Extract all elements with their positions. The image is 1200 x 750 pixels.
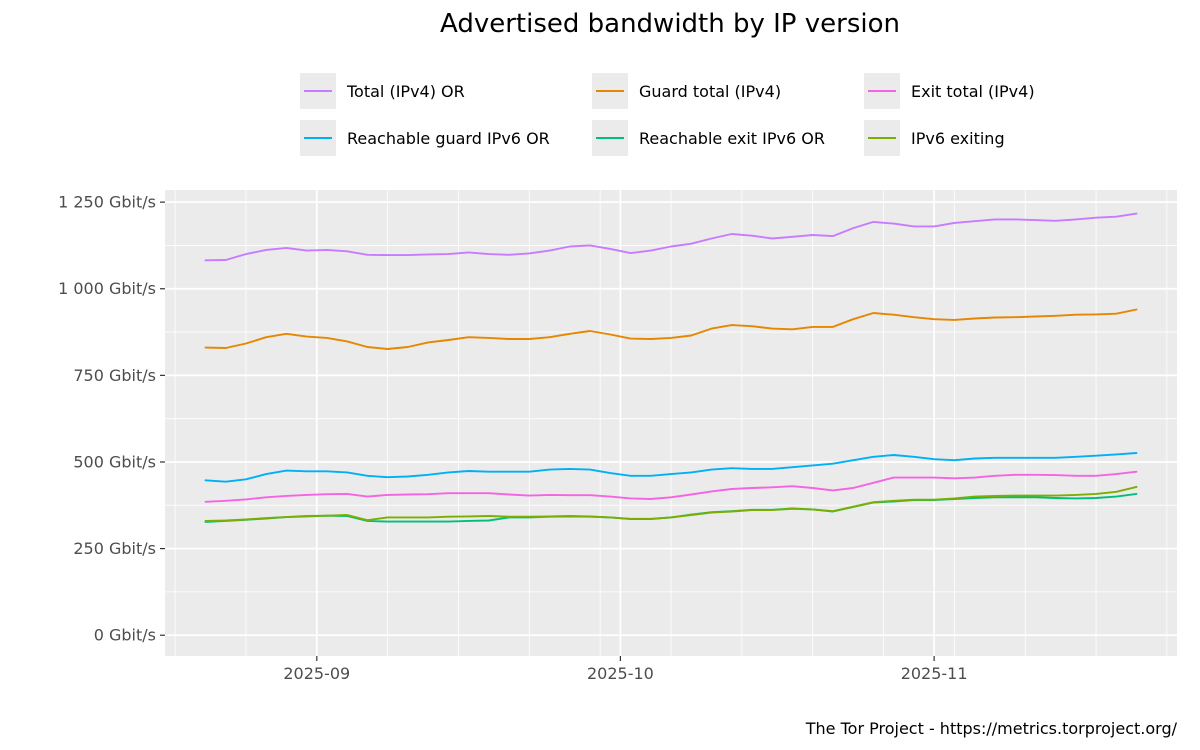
legend-label: Reachable guard IPv6 OR — [347, 129, 550, 148]
series-line-1 — [204, 308, 1138, 350]
y-tick-label: 250 Gbit/s — [73, 539, 156, 558]
y-tick-label: 750 Gbit/s — [73, 366, 156, 385]
y-tick-label: 0 Gbit/s — [94, 626, 156, 645]
legend-label: Total (IPv4) OR — [346, 82, 465, 101]
major-gridlines — [165, 190, 1177, 656]
chart-title: Advertised bandwidth by IP version — [440, 9, 900, 39]
legend-label: Reachable exit IPv6 OR — [639, 129, 825, 148]
legend: Total (IPv4) OR Guard total (IPv4) Exit to… — [300, 73, 1035, 156]
y-tick-label: 1 250 Gbit/s — [58, 193, 156, 212]
series-line-5 — [204, 485, 1138, 522]
x-tick-label: 2025-10 — [587, 664, 654, 683]
y-tick-label: 1 000 Gbit/s — [58, 279, 156, 298]
x-axis: 2025-09 2025-10 2025-11 — [283, 656, 968, 683]
legend-label: IPv6 exiting — [911, 129, 1005, 148]
y-tick-label: 500 Gbit/s — [73, 452, 156, 471]
series-line-2 — [204, 470, 1138, 503]
y-axis: 0 Gbit/s 250 Gbit/s 500 Gbit/s 750 Gbit/s 1 … — [58, 193, 165, 645]
series-line-3 — [204, 452, 1138, 483]
minor-gridlines — [165, 190, 1177, 656]
series-line-0 — [204, 212, 1138, 262]
chart-caption: The Tor Project - https://metrics.torpro… — [805, 719, 1178, 738]
x-tick-label: 2025-09 — [283, 664, 350, 683]
legend-label: Guard total (IPv4) — [639, 82, 781, 101]
series-lines — [204, 212, 1138, 523]
legend-label: Exit total (IPv4) — [911, 82, 1035, 101]
x-tick-label: 2025-11 — [901, 664, 968, 683]
